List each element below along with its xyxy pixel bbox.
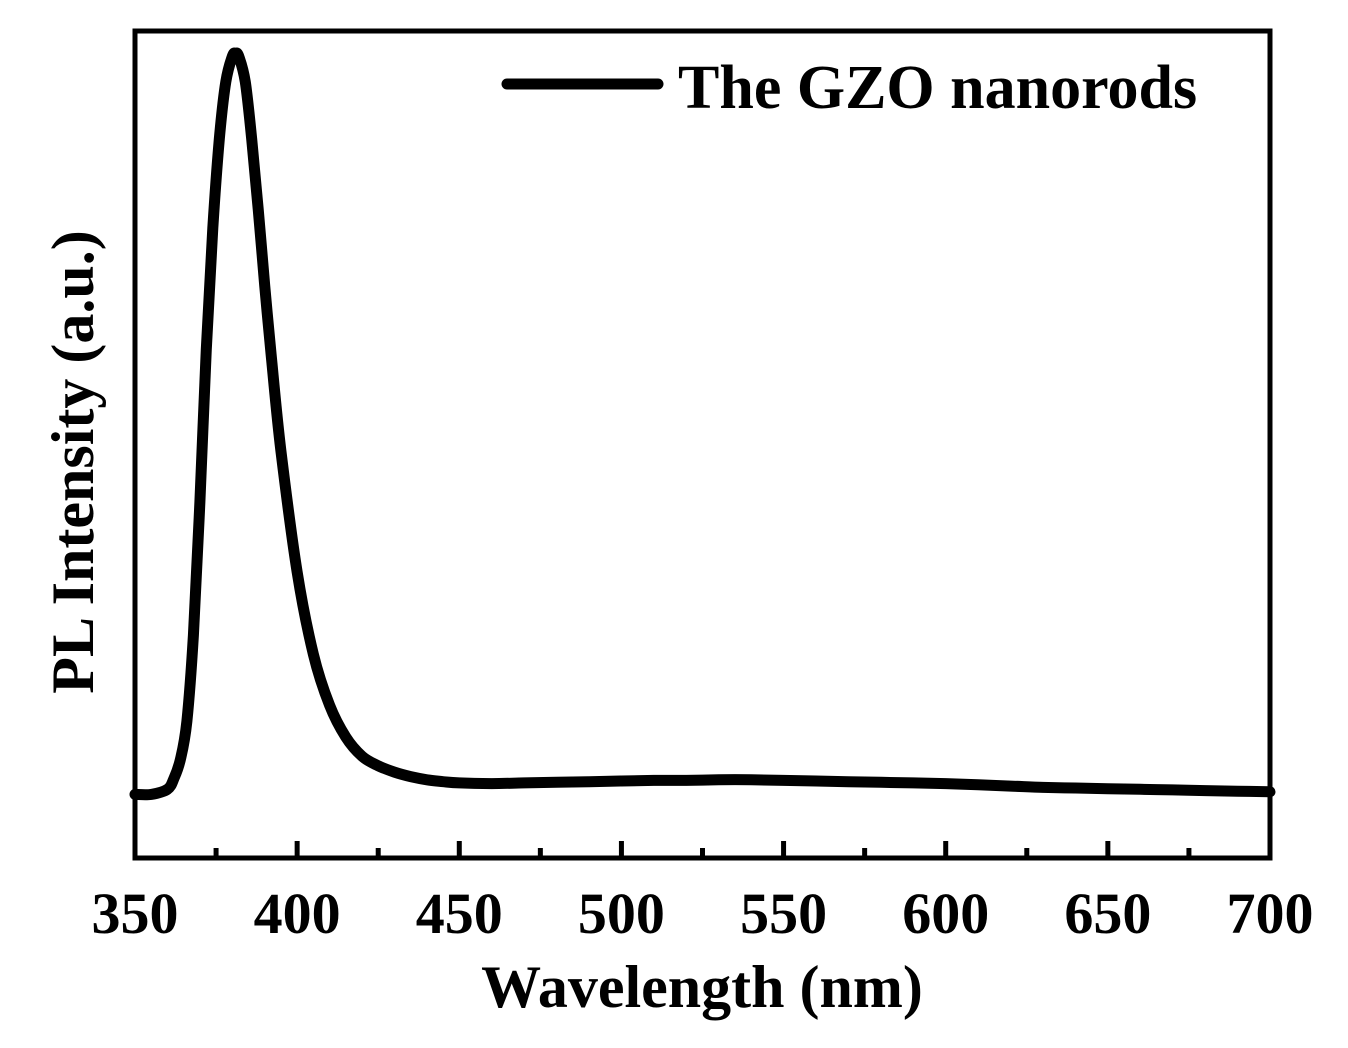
legend-label: The GZO nanorods <box>678 54 1197 122</box>
x-tick-label: 700 <box>1227 881 1314 946</box>
plot-frame <box>132 28 1273 861</box>
x-tick-labels: 350 400 450 500 550 600 650 700 <box>92 881 1314 946</box>
x-axis-title: Wavelength (nm) <box>481 954 923 1020</box>
series-line-0 <box>129 47 1276 801</box>
x-tick-label: 400 <box>254 881 341 946</box>
x-tick-label: 650 <box>1064 881 1151 946</box>
frame-layer <box>132 28 1273 861</box>
x-tick-label: 350 <box>92 881 179 946</box>
x-tick-label: 550 <box>740 881 827 946</box>
plot-layer <box>129 47 1276 801</box>
x-tick-label: 450 <box>416 881 503 946</box>
y-axis-title: PL Intensity (a.u.) <box>40 230 106 693</box>
x-tick-marks <box>132 841 1273 858</box>
x-tick-label: 600 <box>902 881 989 946</box>
x-tick-label: 500 <box>578 881 665 946</box>
legend: The GZO nanorods <box>501 54 1197 122</box>
